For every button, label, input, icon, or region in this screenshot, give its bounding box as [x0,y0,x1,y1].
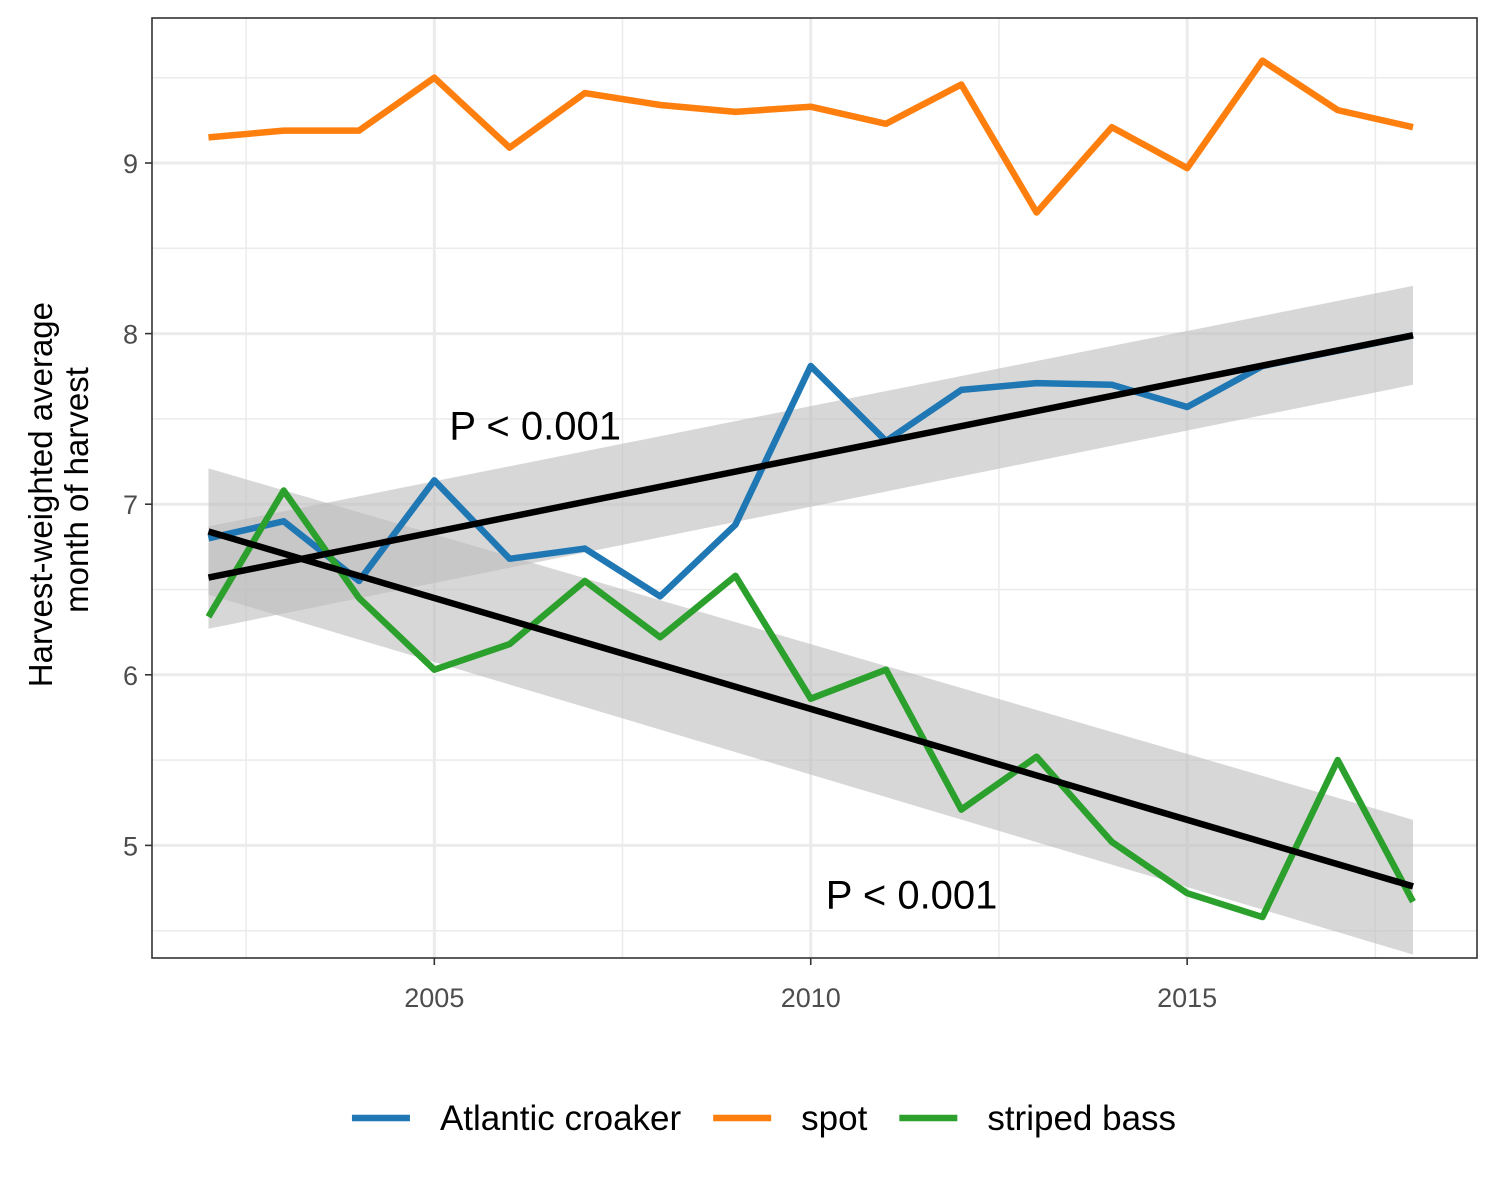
y-tick-label-6: 6 [123,661,138,691]
legend-label-spot: spot [801,1099,867,1138]
y-tick-label-5: 5 [123,831,138,861]
x-tick-label-2005: 2005 [404,983,464,1013]
x-tick-label-2010: 2010 [781,983,841,1013]
trend-line-atlantic-croaker [207,332,1414,581]
x-axis-ticks: 2005 2010 2015 [404,958,1217,1013]
trend-lines [207,332,1414,890]
trend-line-striped-bass [207,528,1414,890]
series-lines [205,57,1416,921]
y-tick-label-9: 9 [123,149,138,179]
y-tick-label-7: 7 [123,490,138,520]
x-tick-label-2015: 2015 [1157,983,1217,1013]
y-axis-ticks: 5 6 7 8 9 [123,149,152,861]
series-line-spot [208,57,1414,216]
y-axis-title: Harvest-weighted average month of harves… [22,293,95,687]
p-value-annotation-1: P < 0.001 [449,404,621,448]
series-line-atlantic-croaker [207,332,1414,600]
legend-label-striped-bass: striped bass [987,1099,1176,1138]
y-axis-title-line-1: Harvest-weighted average [22,302,59,687]
p-value-annotation-2: P < 0.001 [826,874,998,918]
y-tick-label-8: 8 [123,320,138,350]
y-axis-title-line-2: month of harvest [58,367,95,613]
legend-label-atlantic-croaker: Atlantic croaker [440,1099,682,1138]
legend: Atlantic croaker spot striped bass [351,1099,1176,1138]
panel-border [151,17,1478,959]
annotations: P < 0.001 P < 0.001 [449,404,997,917]
series-line-striped-bass [205,487,1416,921]
